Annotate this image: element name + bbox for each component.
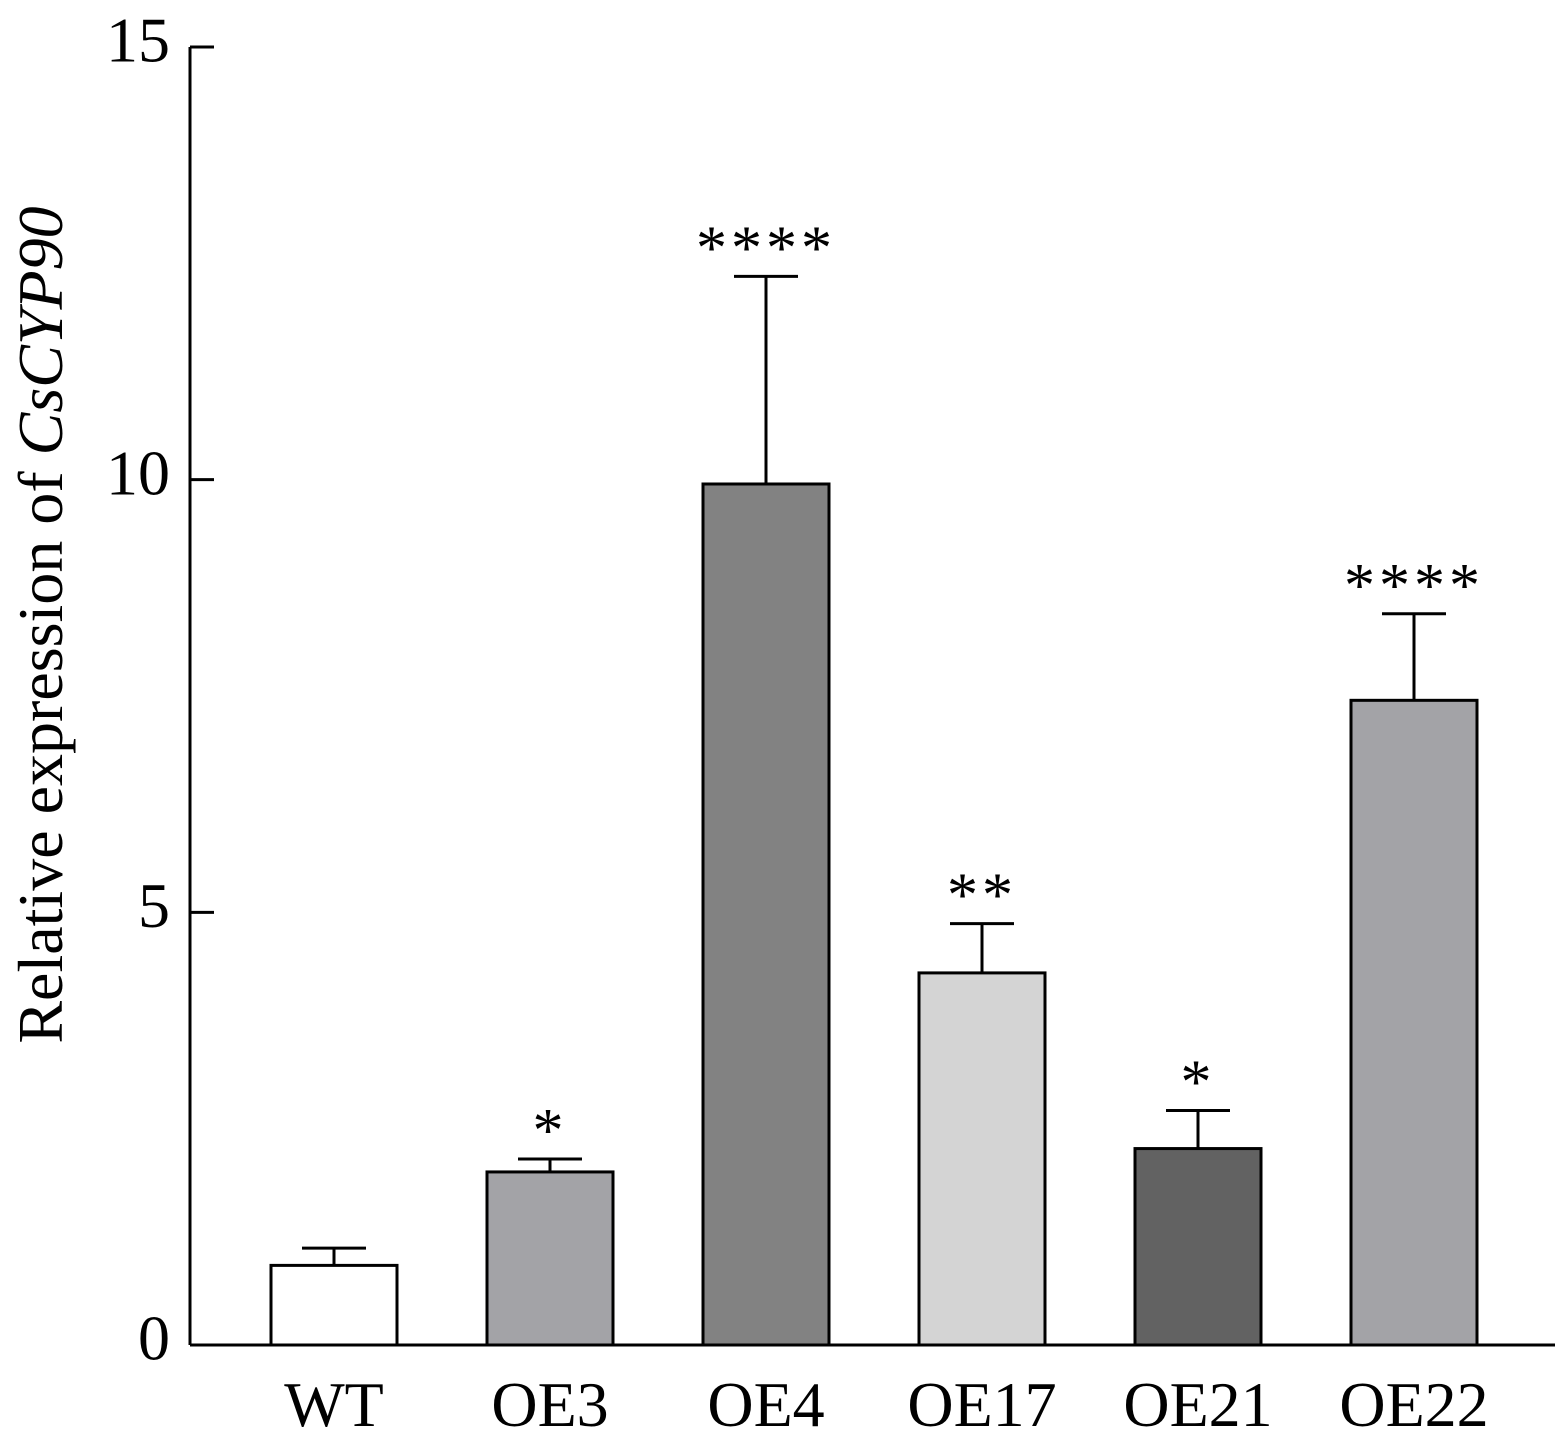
bar-oe3 <box>485 1170 615 1347</box>
bar-oe22 <box>1349 698 1479 1347</box>
bar-wt <box>269 1263 399 1347</box>
y-tick-label: 0 <box>138 1303 170 1374</box>
axes <box>188 45 1555 1347</box>
significance-oe22: **** <box>1344 552 1484 620</box>
bar-oe21 <box>1133 1147 1263 1347</box>
x-tick-label-wt: WT <box>284 1369 384 1440</box>
x-tick-label-oe21: OE21 <box>1123 1369 1272 1440</box>
x-tick-label-oe4: OE4 <box>707 1369 824 1440</box>
y-axis-title: Relative expression of CsCYP90 <box>5 206 76 1043</box>
significance-oe17: ** <box>947 862 1017 930</box>
bar-oe17 <box>917 971 1047 1347</box>
significance-oe4: **** <box>696 214 836 282</box>
x-tick-label-oe3: OE3 <box>491 1369 608 1440</box>
y-tick-label: 5 <box>138 870 170 941</box>
y-tick-label: 15 <box>106 5 170 76</box>
y-axis-title-prefix: Relative expression of <box>5 455 76 1043</box>
y-tick-label: 10 <box>106 437 170 508</box>
x-tick-label-oe17: OE17 <box>907 1369 1056 1440</box>
x-tick-labels: WT OE3 OE4 OE17 OE21 OE22 <box>284 1369 1488 1440</box>
significance-labels: ************ <box>533 214 1484 1165</box>
significance-oe3: * <box>533 1097 568 1165</box>
y-axis-title-gene: CsCYP90 <box>5 206 76 455</box>
bars <box>269 482 1479 1347</box>
significance-oe21: * <box>1181 1048 1216 1116</box>
y-tick-labels: 0 5 10 15 <box>106 5 170 1374</box>
x-tick-label-oe22: OE22 <box>1339 1369 1488 1440</box>
bar-oe4 <box>701 482 831 1347</box>
y-axis-label: Relative expression of CsCYP90 <box>5 206 76 1043</box>
error-bars <box>302 274 1446 1266</box>
